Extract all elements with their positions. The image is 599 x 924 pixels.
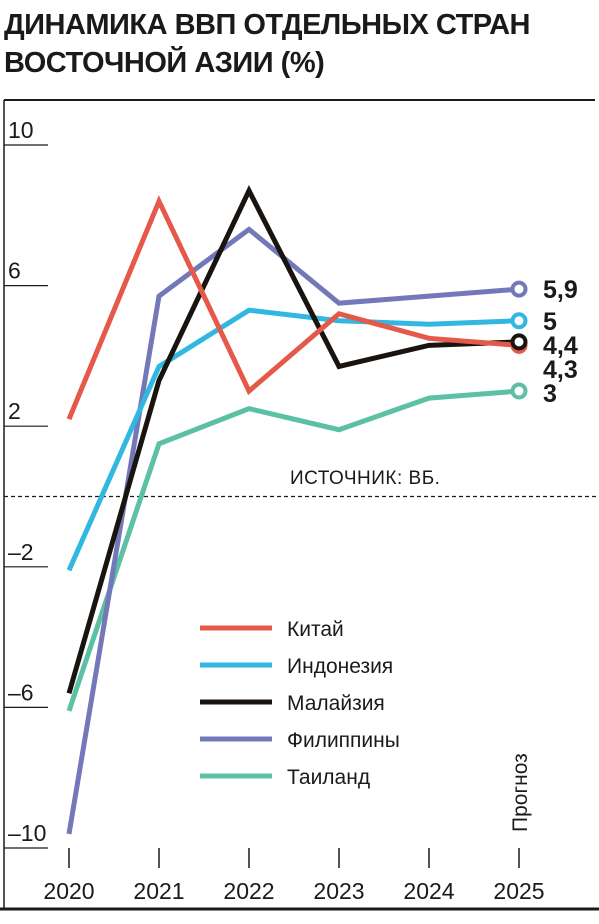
end-value-label: 5	[543, 308, 557, 336]
y-tick-label: –10	[8, 820, 46, 846]
legend-label: Китай	[287, 618, 344, 641]
end-point-marker	[510, 333, 528, 351]
x-tick-label: 2023	[313, 878, 364, 904]
end-point-marker	[510, 280, 528, 298]
y-tick-label: 6	[8, 258, 21, 284]
end-value-label: 4,3	[543, 356, 578, 384]
series-line	[66, 195, 520, 421]
series-line	[66, 185, 520, 695]
y-tick-label: –6	[8, 679, 34, 705]
end-value-label: 5,9	[543, 276, 578, 304]
legend-label: Таиланд	[287, 766, 370, 789]
x-tick-label: 2021	[133, 878, 184, 904]
source-note: ИСТОЧНИК: ВБ.	[290, 468, 440, 489]
legend: Китай Индонезия Малайзия Филиппины Таиланд	[200, 618, 400, 789]
x-tick-label: 2020	[43, 878, 94, 904]
end-value-label: 4,4	[543, 332, 578, 360]
series-line	[66, 307, 520, 572]
chart-title: ДИНАМИКА ВВП ОТДЕЛЬНЫХ СТРАН ВОСТОЧНОЙ А…	[4, 9, 530, 79]
end-point-marker	[510, 382, 528, 400]
x-tick-label: 2024	[403, 878, 454, 904]
y-tick-label: –2	[8, 539, 34, 565]
series-line	[66, 226, 520, 835]
legend-label: Индонезия	[287, 655, 393, 678]
y-tick-label: 10	[8, 117, 34, 143]
x-tick-label: 2025	[493, 878, 544, 904]
x-tick-label: 2022	[223, 878, 274, 904]
end-point-marker	[510, 312, 528, 330]
end-markers	[510, 280, 528, 400]
legend-label: Филиппины	[287, 729, 400, 752]
series-line	[66, 388, 520, 712]
end-labels: 5,9 54,44,33	[543, 276, 578, 408]
legend-label: Малайзия	[287, 692, 385, 715]
end-value-label: 3	[543, 380, 557, 408]
y-axis: 10 6 2 –2 –6 –10	[4, 117, 48, 849]
y-tick-label: 2	[8, 398, 21, 424]
series-lines	[66, 185, 520, 835]
forecast-label: Прогноз	[509, 753, 532, 832]
x-axis: 2020 2021 2022 2023 2024 2025	[43, 848, 545, 904]
